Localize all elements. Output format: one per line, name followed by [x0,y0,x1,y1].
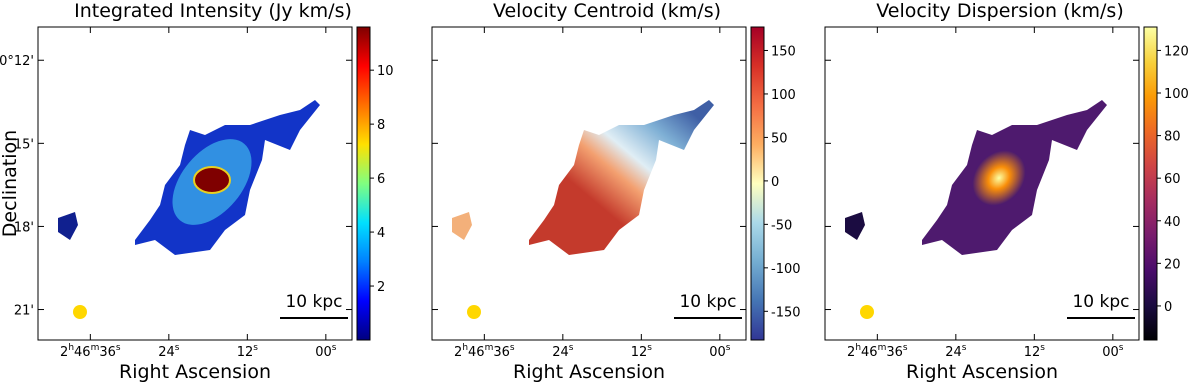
colorbar-tick-label: 10 [377,64,394,79]
panel: 10 kpc [58,100,348,319]
colorbar-tick-label: 80 [1164,130,1181,145]
colorbar-tick-label: 0 [771,175,779,190]
x-tick-label: 12s [1024,343,1046,360]
y-tick-label: 21' [14,304,34,319]
x-tick-label: 00s [315,343,337,360]
colorbar-tick-label: 6 [377,172,385,187]
colorbar-tick-label: 8 [377,118,385,133]
x-tick-label: 24s [552,343,574,360]
y-tick-label: 15' [14,137,34,152]
panel-title: Integrated Intensity (Jy km/s) [74,0,352,22]
axes-frame [431,26,747,341]
x-tick-label: 00s [709,343,731,360]
emission [58,212,78,240]
beam [467,305,481,319]
panel-title: Velocity Dispersion (km/s) [876,0,1123,22]
x-axis-label: Right Ascension [906,361,1058,383]
colorbar-tick-label: 2 [377,280,385,295]
x-axis-label: Right Ascension [513,361,665,383]
colorbar-tick-label: -50 [771,218,792,233]
colorbar-tick-label: 60 [1164,172,1181,187]
scale-bar-label: 10 kpc [679,292,736,312]
x-tick-label: 24s [158,343,180,360]
axes-frame [37,26,353,341]
axes-frame [824,26,1140,341]
colorbar-tick-label: 0 [1164,300,1172,315]
x-tick-label: 12s [631,343,653,360]
colorbar-tick-label: 40 [1164,215,1181,230]
panel-title: Velocity Centroid (km/s) [493,0,721,22]
panel: 10 kpc [845,100,1135,319]
colorbar [356,26,371,341]
x-tick-label: 12s [237,343,259,360]
scale-bar-label: 10 kpc [1072,292,1129,312]
emission [452,212,472,240]
colorbar-tick-label: 4 [377,226,385,241]
x-axis-label: Right Ascension [119,361,271,383]
colorbar [750,26,765,341]
x-tick-label: 2h46m36s [847,343,908,360]
x-tick-label: 2h46m36s [60,343,121,360]
colorbar-tick-label: 100 [1164,87,1189,102]
x-tick-label: 24s [945,343,967,360]
colorbar-tick-label: -100 [771,262,801,277]
colorbar-tick-label: 150 [771,44,796,59]
colorbar-tick-label: 120 [1164,44,1189,59]
emission [972,150,1026,206]
colorbar-tick-label: 100 [771,88,796,103]
y-tick-label: 18' [14,220,34,235]
x-tick-label: 2h46m36s [454,343,515,360]
colorbar-tick-label: -150 [771,305,801,320]
colorbar [1143,26,1158,341]
x-tick-label: 00s [1102,343,1124,360]
y-axis-label: Declination [0,130,21,237]
scale-bar-label: 10 kpc [285,292,342,312]
panel: 10 kpc [452,100,742,319]
beam [73,305,87,319]
colorbar-tick-label: 50 [771,131,788,146]
y-tick-label: -30°12' [0,54,34,69]
emission [845,212,865,240]
emission [529,100,714,255]
colorbar-tick-label: 20 [1164,257,1181,272]
emission [193,166,231,194]
beam [860,305,874,319]
